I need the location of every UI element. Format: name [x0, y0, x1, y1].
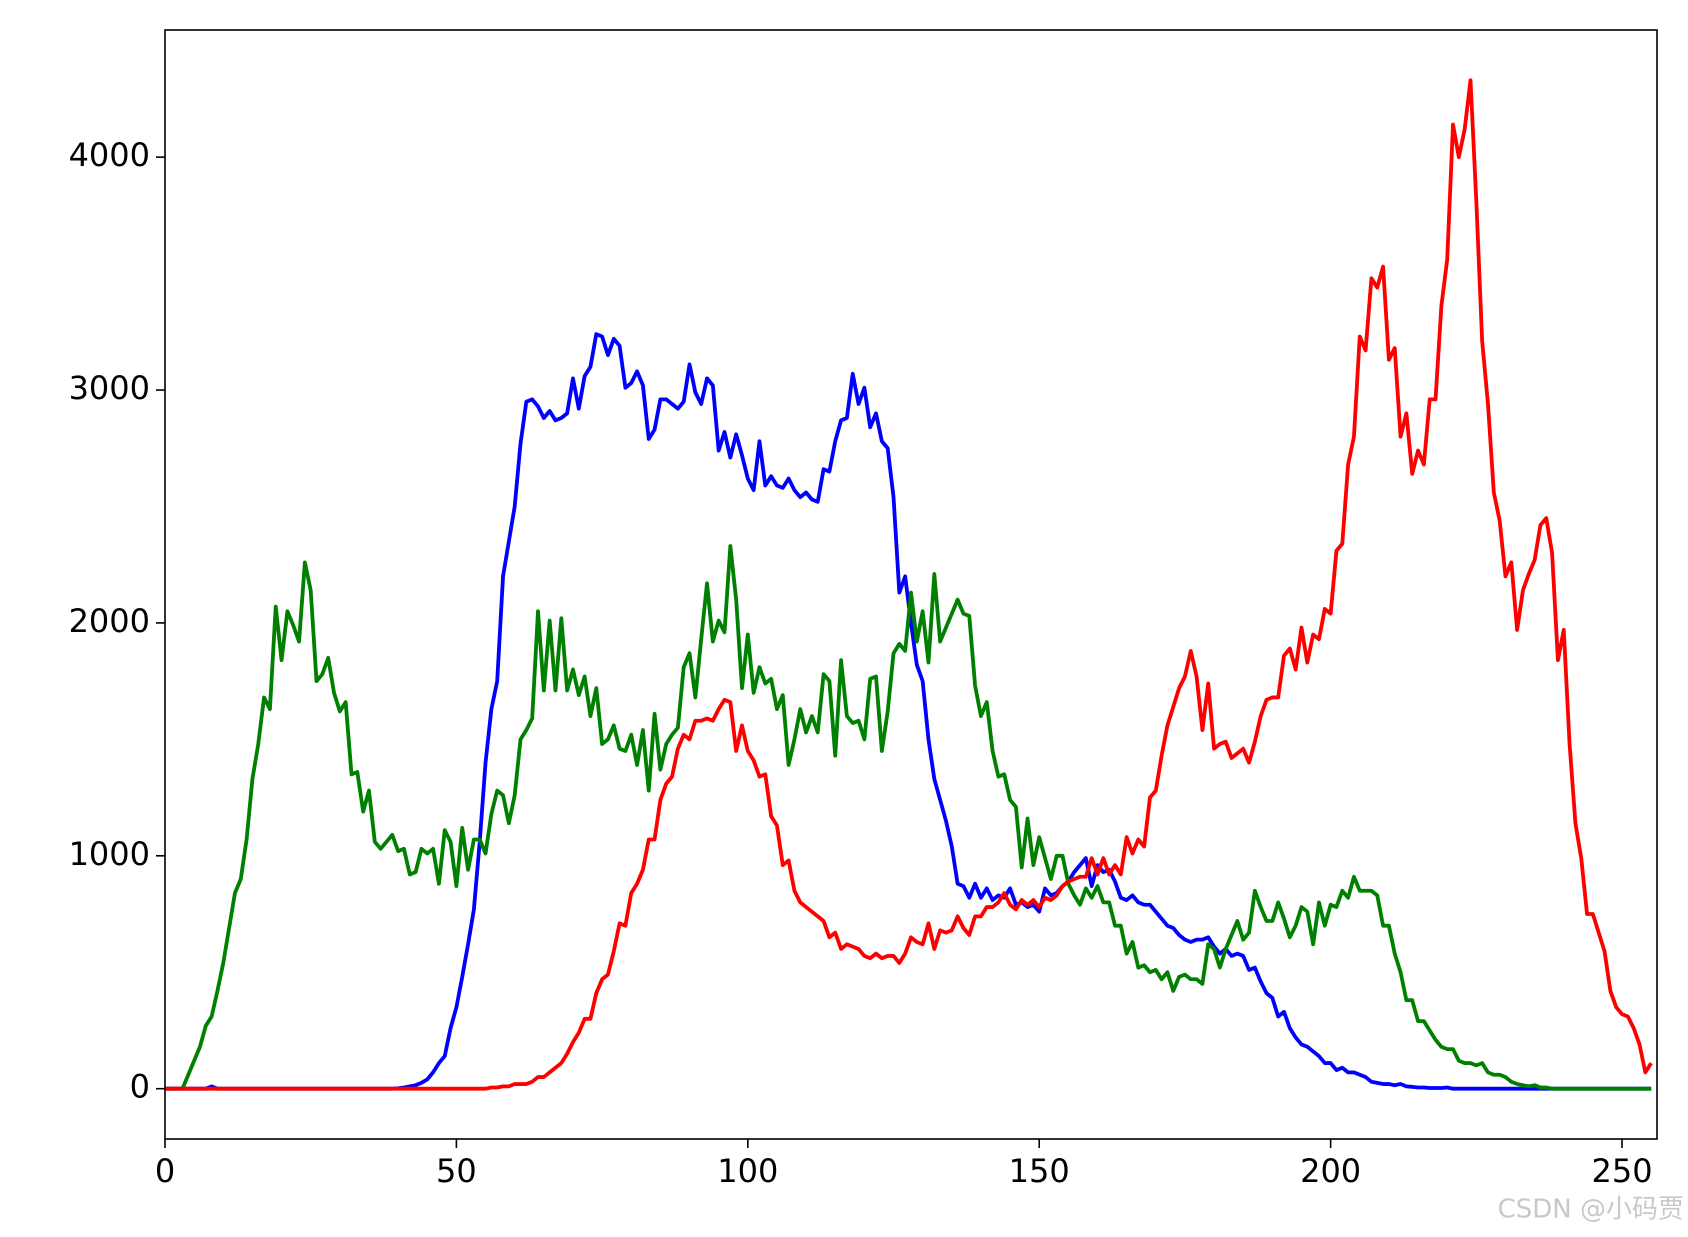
x-tick-label: 50 — [436, 1152, 477, 1190]
series-line — [165, 78, 1653, 1091]
y-tick-label: 0 — [130, 1068, 150, 1106]
y-tick-label: 1000 — [69, 835, 150, 873]
x-tick-label: 100 — [717, 1152, 778, 1190]
y-tick-label: 3000 — [69, 369, 150, 407]
watermark: CSDN @小码贾 — [1498, 1195, 1684, 1225]
y-tick-label: 2000 — [69, 602, 150, 640]
x-tick-label: 0 — [155, 1152, 175, 1190]
plot-frame — [164, 29, 1658, 1140]
series-line — [165, 332, 1652, 1091]
series-line — [165, 544, 1652, 1091]
x-tick-label: 200 — [1300, 1152, 1361, 1190]
y-tick-label: 4000 — [69, 136, 150, 174]
x-tick-label: 150 — [1009, 1152, 1070, 1190]
x-tick-label: 250 — [1591, 1152, 1652, 1190]
